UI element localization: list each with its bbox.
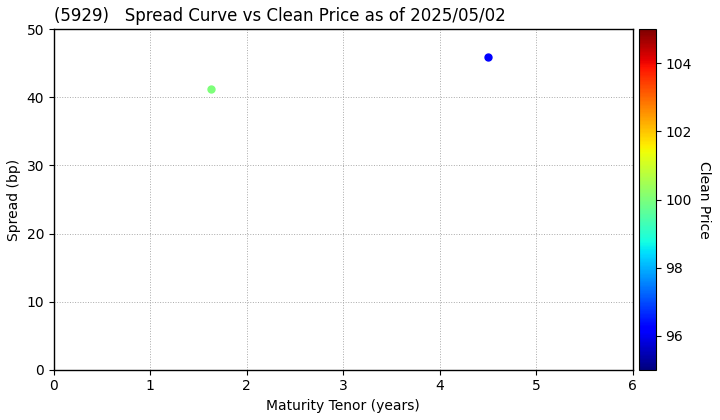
Point bbox=[482, 53, 494, 60]
Text: (5929)   Spread Curve vs Clean Price as of 2025/05/02: (5929) Spread Curve vs Clean Price as of… bbox=[54, 7, 505, 25]
Y-axis label: Clean Price: Clean Price bbox=[698, 161, 711, 239]
Point bbox=[205, 86, 217, 92]
Y-axis label: Spread (bp): Spread (bp) bbox=[7, 158, 21, 241]
X-axis label: Maturity Tenor (years): Maturity Tenor (years) bbox=[266, 399, 420, 413]
